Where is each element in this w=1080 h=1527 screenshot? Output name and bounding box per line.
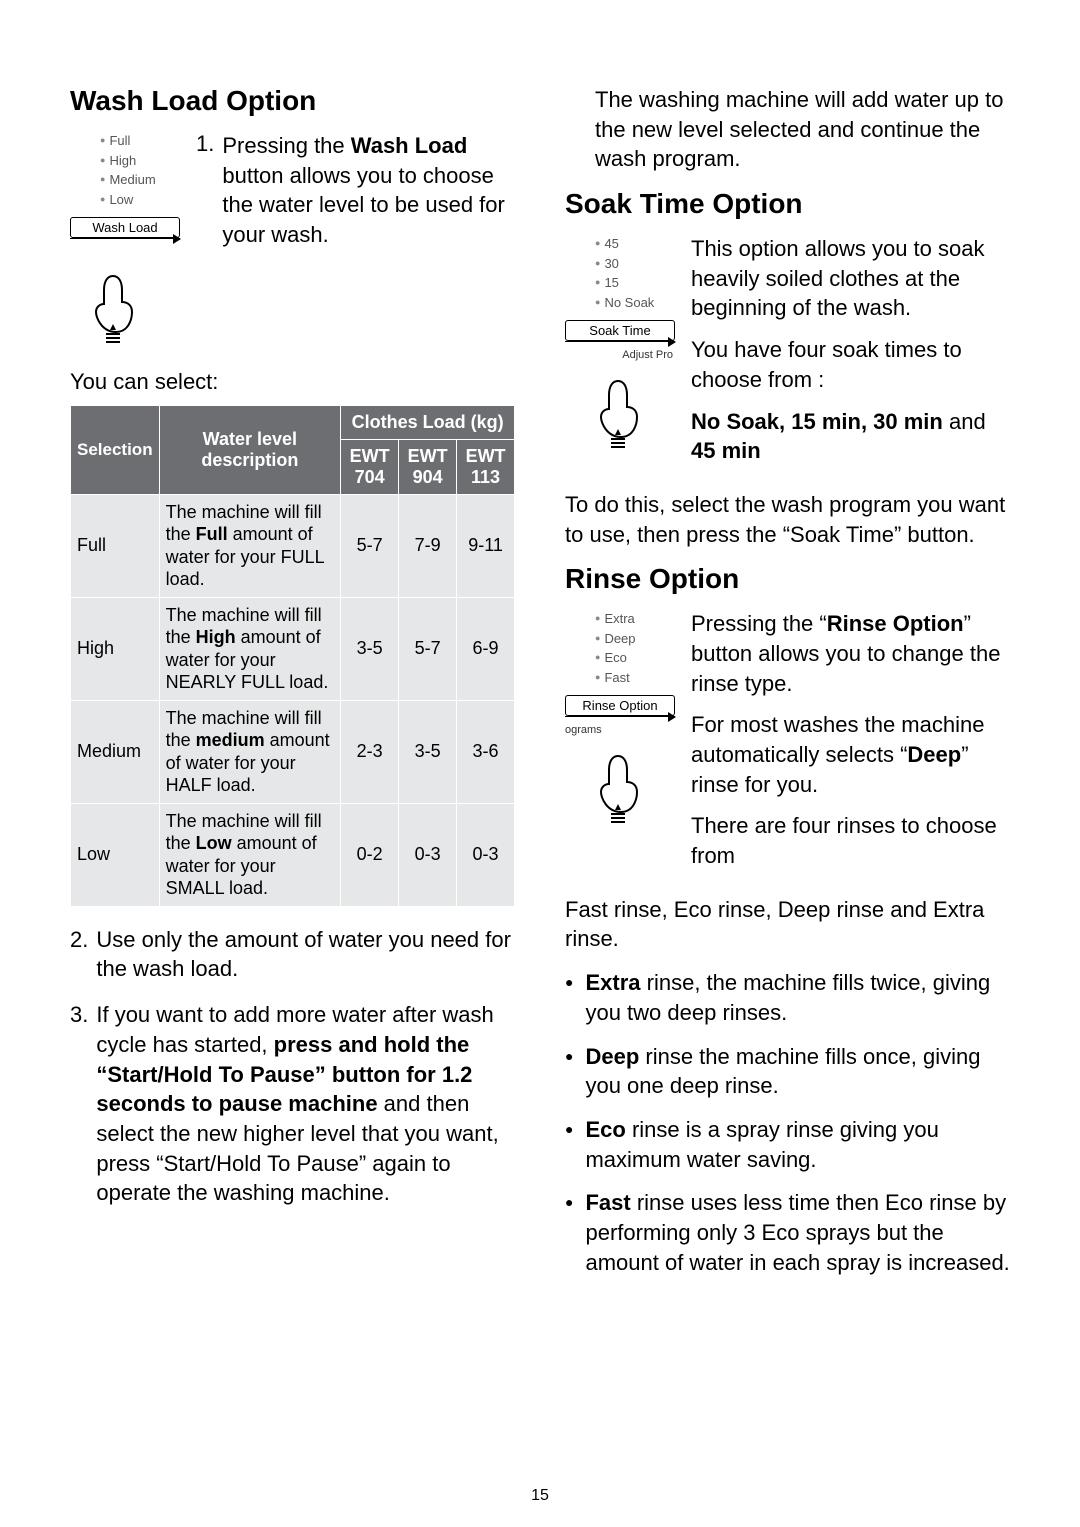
- cell-desc: The machine will fill the medium amount …: [159, 700, 341, 803]
- table-row: MediumThe machine will fill the medium a…: [71, 700, 515, 803]
- cell-desc: The machine will fill the Full amount of…: [159, 494, 341, 597]
- rinse-subline: ograms: [565, 724, 675, 736]
- rinse-bullet: Deep rinse the machine fills once, givin…: [565, 1042, 1010, 1101]
- page-number: 15: [0, 1487, 1080, 1505]
- cell-value: 7-9: [399, 494, 457, 597]
- soak-button-graphic: Soak Time: [565, 320, 675, 341]
- step-number-3: 3.: [70, 1000, 88, 1208]
- rinse-p3: There are four rinses to choose from: [691, 811, 1010, 870]
- led-45: 45: [595, 234, 675, 254]
- led-extra: Extra: [595, 609, 675, 629]
- rinse-bullet: Extra rinse, the machine fills twice, gi…: [565, 968, 1010, 1027]
- cell-desc: The machine will fill the Low amount of …: [159, 803, 341, 906]
- led-eco: Eco: [595, 648, 675, 668]
- led-15: 15: [595, 273, 675, 293]
- rinse-bullet: Fast rinse uses less time then Eco rinse…: [565, 1188, 1010, 1277]
- table-row: FullThe machine will fill the Full amoun…: [71, 494, 515, 597]
- cell-selection: Medium: [71, 700, 160, 803]
- soak-p1: This option allows you to soak heavily s…: [691, 234, 1010, 323]
- th-water: Water level description: [159, 405, 341, 494]
- th-ewt113: EWT 113: [457, 439, 515, 494]
- cell-selection: High: [71, 597, 160, 700]
- cell-desc: The machine will fill the High amount of…: [159, 597, 341, 700]
- cell-value: 5-7: [341, 494, 399, 597]
- rinse-p2: For most washes the machine automaticall…: [691, 710, 1010, 799]
- led-deep: Deep: [595, 629, 675, 649]
- soak-p2: You have four soak times to choose from …: [691, 335, 1010, 394]
- th-selection: Selection: [71, 405, 160, 494]
- led-30: 30: [595, 254, 675, 274]
- rinse-panel: Extra Deep Eco Fast Rinse Option ograms: [565, 609, 675, 883]
- led-medium: Medium: [100, 170, 180, 190]
- step1-text: Pressing the Wash Load button allows you…: [222, 131, 515, 250]
- step2-text: Use only the amount of water you need fo…: [96, 925, 515, 984]
- cell-value: 0-3: [457, 803, 515, 906]
- th-clothes: Clothes Load (kg): [341, 405, 515, 439]
- finger-press-icon: [595, 754, 675, 829]
- cell-value: 9-11: [457, 494, 515, 597]
- soak-p3: No Soak, 15 min, 30 min and 45 min: [691, 407, 1010, 466]
- th-ewt904: EWT 904: [399, 439, 457, 494]
- cell-selection: Low: [71, 803, 160, 906]
- finger-press-icon: [595, 379, 675, 454]
- cell-value: 3-6: [457, 700, 515, 803]
- cell-value: 3-5: [399, 700, 457, 803]
- cell-selection: Full: [71, 494, 160, 597]
- table-row: HighThe machine will fill the High amoun…: [71, 597, 515, 700]
- you-can-select: You can select:: [70, 369, 515, 395]
- wash-load-button-graphic: Wash Load: [70, 217, 180, 238]
- soak-panel: 45 30 15 No Soak Soak Time Adjust Pro: [565, 234, 675, 478]
- rinse-bullet: Eco rinse is a spray rinse giving you ma…: [565, 1115, 1010, 1174]
- led-low: Low: [100, 190, 180, 210]
- soak-subline: Adjust Pro: [565, 349, 675, 361]
- led-high: High: [100, 151, 180, 171]
- step-number-1: 1.: [196, 131, 214, 250]
- cell-value: 6-9: [457, 597, 515, 700]
- cell-value: 5-7: [399, 597, 457, 700]
- cell-value: 2-3: [341, 700, 399, 803]
- wash-load-panel: Full High Medium Low Wash Load: [70, 131, 180, 262]
- finger-press-icon: [90, 274, 515, 349]
- led-full: Full: [100, 131, 180, 151]
- wash-load-heading: Wash Load Option: [70, 85, 515, 117]
- led-fast: Fast: [595, 668, 675, 688]
- cell-value: 0-3: [399, 803, 457, 906]
- step-number-2: 2.: [70, 925, 88, 984]
- rinse-button-graphic: Rinse Option: [565, 695, 675, 716]
- rinse-p4: Fast rinse, Eco rinse, Deep rinse and Ex…: [565, 895, 1010, 954]
- step3-text: If you want to add more water after wash…: [96, 1000, 515, 1208]
- rinse-heading: Rinse Option: [565, 563, 1010, 595]
- soak-p4: To do this, select the wash program you …: [565, 490, 1010, 549]
- load-table: Selection Water level description Clothe…: [70, 405, 515, 907]
- cell-value: 0-2: [341, 803, 399, 906]
- soak-heading: Soak Time Option: [565, 188, 1010, 220]
- top-continuation: The washing machine will add water up to…: [595, 85, 1010, 174]
- th-ewt704: EWT 704: [341, 439, 399, 494]
- cell-value: 3-5: [341, 597, 399, 700]
- rinse-p1: Pressing the “Rinse Option” button allow…: [691, 609, 1010, 698]
- led-nosoak: No Soak: [595, 293, 675, 313]
- table-row: LowThe machine will fill the Low amount …: [71, 803, 515, 906]
